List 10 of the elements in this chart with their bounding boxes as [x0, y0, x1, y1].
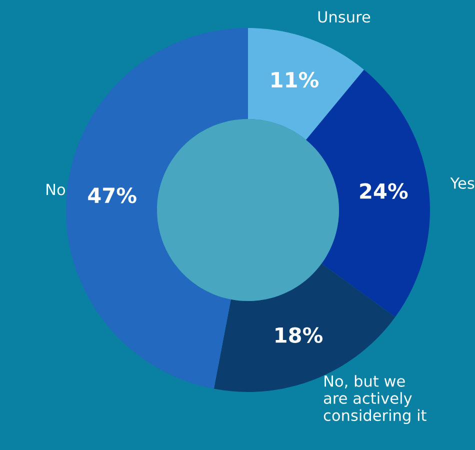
donut-slice	[66, 28, 248, 389]
donut-slice	[248, 28, 364, 140]
data-label: 24%	[360, 183, 408, 199]
data-label: 11%	[272, 72, 319, 88]
slice-label: No, but we are actively considering it	[324, 375, 426, 424]
data-label: 47%	[88, 187, 136, 204]
slice-label: No	[46, 184, 66, 196]
slice-label: Unsure	[318, 11, 370, 23]
data-label: 18%	[276, 327, 323, 343]
slice-label: Yes	[450, 178, 474, 189]
